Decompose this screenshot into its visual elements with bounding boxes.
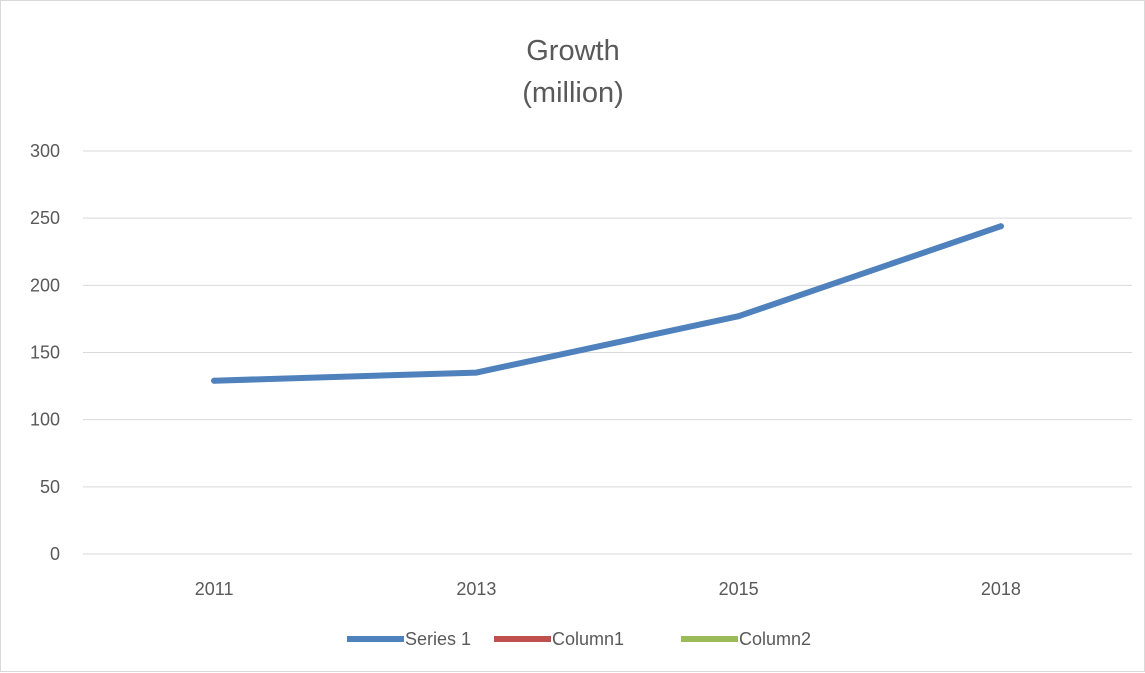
data-point: [997, 223, 1004, 230]
y-tick-label: 0: [50, 544, 60, 564]
data-point: [473, 369, 480, 376]
series-line: [211, 223, 1004, 384]
y-tick-label: 50: [40, 477, 60, 497]
data-point: [735, 313, 742, 320]
y-tick-label: 200: [30, 275, 60, 295]
gridlines: [83, 150, 1132, 555]
y-tick-label: 150: [30, 343, 60, 363]
x-axis-tick-labels: 2011 2013 2015 2018: [195, 579, 1021, 599]
x-tick-label: 2013: [456, 579, 496, 599]
x-tick-label: 2011: [195, 579, 234, 599]
legend: Series 1 Column1 Column2: [347, 629, 811, 649]
y-tick-label: 100: [30, 410, 60, 430]
y-tick-label: 250: [30, 208, 60, 228]
y-tick-label: 300: [30, 141, 60, 161]
y-axis-tick-labels: 0 50 100 150 200 250 300: [30, 141, 60, 564]
x-tick-label: 2015: [719, 579, 759, 599]
legend-label: Series 1: [405, 629, 471, 649]
x-tick-label: 2018: [981, 579, 1021, 599]
legend-label: Column2: [739, 629, 811, 649]
chart-title-line-1: Growth: [526, 35, 619, 67]
chart-title-line-2: (million): [522, 77, 624, 109]
data-point: [211, 377, 218, 384]
legend-label: Column1: [552, 629, 624, 649]
series-lines: [211, 223, 1004, 384]
chart-title: Growth (million): [522, 35, 624, 109]
